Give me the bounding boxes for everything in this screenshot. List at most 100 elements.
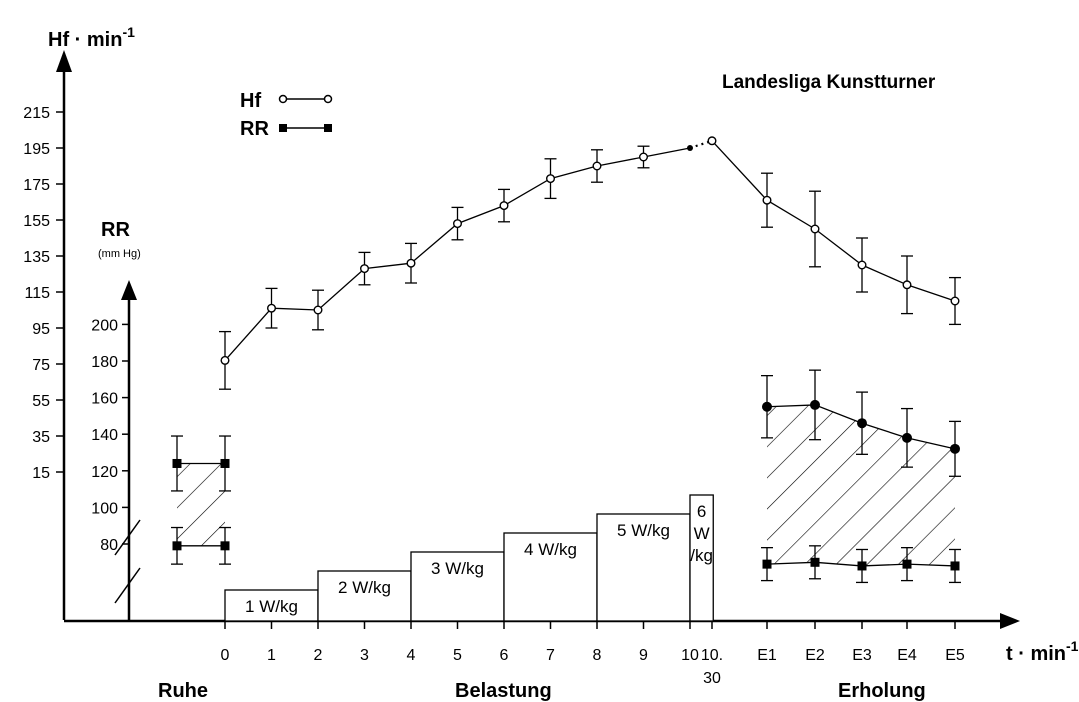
x-tick-label: 10 xyxy=(681,647,699,664)
rr-axis-unit: (mm Hg) xyxy=(98,248,141,260)
load-step-box xyxy=(689,494,714,622)
rr-point xyxy=(902,432,912,443)
x-tick-label: 10. xyxy=(701,647,723,664)
hf-tick-label: 95 xyxy=(32,321,50,338)
hf-point xyxy=(902,280,912,290)
hf-point xyxy=(453,219,463,229)
hf-tick-label: 215 xyxy=(23,105,50,122)
rr-hatched-areas xyxy=(177,404,955,566)
rr-axis-break xyxy=(114,519,141,556)
hf-tick-label: 195 xyxy=(23,141,50,158)
x-axis-ticks: 0 1 2 3 4 5 6 7 8 9 10 10. E1 E2 E3 E4 E5 30 xyxy=(221,621,965,687)
x-axis-title: t · min-1 xyxy=(1006,638,1079,665)
load-step-label: 5 W/kg xyxy=(617,521,670,540)
load-step-box xyxy=(503,532,598,622)
hf-point xyxy=(762,195,772,205)
rr-tick-label: 140 xyxy=(91,427,118,444)
x-tick-label: E3 xyxy=(852,647,872,664)
hf-tick-label: 35 xyxy=(32,429,50,446)
load-step-label: /kg xyxy=(690,546,713,565)
hf-point xyxy=(810,224,820,234)
rr-point xyxy=(810,399,820,410)
hf-tick-label: 115 xyxy=(24,285,50,302)
legend-marker-hf xyxy=(278,94,288,104)
load-step-label: 1 W/kg xyxy=(245,597,298,616)
rr-axis-break xyxy=(114,567,141,604)
rr-tick-label: 120 xyxy=(91,464,118,481)
rr-point xyxy=(950,443,960,454)
x-tick-label: E1 xyxy=(757,647,777,664)
load-step-box xyxy=(317,570,412,622)
rr-point xyxy=(220,458,230,468)
hf-point xyxy=(687,145,693,151)
x-tick-label: 6 xyxy=(500,647,509,664)
hf-series-line xyxy=(711,140,956,302)
hf-point xyxy=(950,296,960,306)
load-step-box xyxy=(410,551,505,622)
rr-point xyxy=(762,401,772,412)
rr-point xyxy=(172,458,182,468)
hf-tick-label: 15 xyxy=(32,465,50,482)
legend-marker-hf xyxy=(323,94,333,104)
rr-point xyxy=(902,559,912,569)
rr-point xyxy=(810,557,820,567)
rr-hatch-area xyxy=(177,463,225,546)
x-tick-label: 3 xyxy=(360,647,369,664)
rr-axis-arrow xyxy=(121,280,137,300)
x-tick-label: 4 xyxy=(407,647,416,664)
x-tick-label-extra: 30 xyxy=(703,670,721,687)
hf-axis-title: Hf · min-1 xyxy=(48,24,135,51)
hf-tick-label: 155 xyxy=(23,213,50,230)
hf-tick-label: 75 xyxy=(32,357,50,374)
rr-point xyxy=(857,418,867,429)
x-tick-label: 5 xyxy=(453,647,462,664)
rr-axis-title: RR xyxy=(101,219,130,241)
x-tick-label: 2 xyxy=(314,647,323,664)
phase-label-ruhe: Ruhe xyxy=(158,680,208,702)
x-tick-label: E5 xyxy=(945,647,965,664)
rr-tick-label: 160 xyxy=(91,391,118,408)
hf-point xyxy=(220,355,230,365)
hf-tick-label: 175 xyxy=(23,177,50,194)
x-tick-label: 7 xyxy=(546,647,555,664)
rr-point xyxy=(857,561,867,571)
load-step-label: 3 W/kg xyxy=(431,559,484,578)
hf-point xyxy=(546,174,556,184)
rr-point xyxy=(172,541,182,551)
hf-axis-arrow xyxy=(56,50,72,72)
hf-point xyxy=(406,258,416,268)
chart-title: Landesliga Kunstturner xyxy=(722,72,936,93)
hf-point xyxy=(707,136,717,146)
load-step-label: W xyxy=(694,524,710,543)
hf-point xyxy=(267,303,277,313)
hf-point xyxy=(313,305,323,315)
load-step-label: 6 xyxy=(697,502,706,521)
x-tick-label: 9 xyxy=(639,647,648,664)
x-axis-arrow xyxy=(1000,613,1020,629)
rr-axis-ticks: 80 100 120 140 160 180 200 xyxy=(91,317,129,554)
legend-label-hf: Hf xyxy=(240,90,261,112)
hf-tick-label: 55 xyxy=(32,393,50,410)
rr-point xyxy=(220,541,230,551)
phase-label-erholung: Erholung xyxy=(838,680,926,702)
load-step-label: 2 W/kg xyxy=(338,578,391,597)
rr-tick-label: 200 xyxy=(91,317,118,334)
rr-tick-label: 80 xyxy=(100,537,118,554)
legend-marker-rr xyxy=(324,124,332,132)
series xyxy=(171,136,961,584)
x-tick-label: 1 xyxy=(267,647,276,664)
legend-marker-rr xyxy=(279,124,287,132)
hf-point xyxy=(592,161,602,171)
rr-tick-label: 100 xyxy=(91,500,118,517)
rr-point xyxy=(950,561,960,571)
hf-point xyxy=(499,201,509,211)
x-tick-label: E2 xyxy=(805,647,825,664)
x-tick-label: 0 xyxy=(221,647,230,664)
x-tick-label: E4 xyxy=(897,647,917,664)
phase-label-belastung: Belastung xyxy=(455,680,552,702)
hf-point xyxy=(639,152,649,162)
hf-point xyxy=(360,264,370,274)
rr-hatch-area xyxy=(767,404,955,566)
hf-axis-ticks: 15 35 55 75 95 115 135 155 175 195 215 xyxy=(23,105,64,482)
hf-point xyxy=(857,260,867,270)
